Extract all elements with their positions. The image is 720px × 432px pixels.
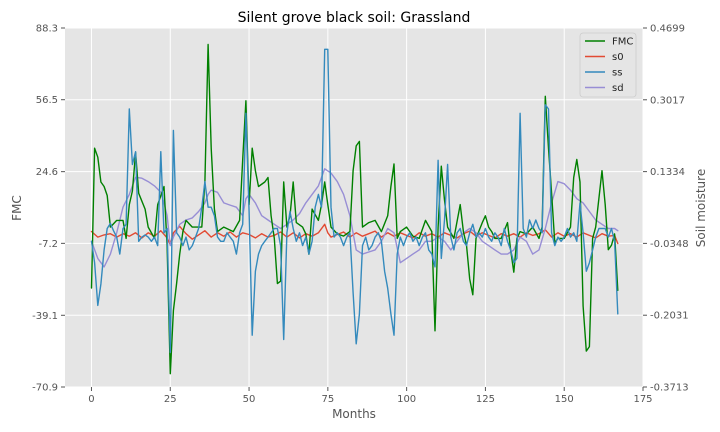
legend-label-fmc: FMC <box>612 37 633 48</box>
x-tick-label: 125 <box>476 394 495 405</box>
y-tick-label: -39.1 <box>32 311 58 322</box>
x-tick-label: 150 <box>555 394 574 405</box>
y-axis-left-title: FMC <box>10 195 24 221</box>
x-tick-label: 0 <box>88 394 94 405</box>
y-tick-label: -70.9 <box>32 383 58 394</box>
y-tick-label: 24.6 <box>36 167 58 178</box>
plot-area <box>65 28 643 387</box>
y-tick-label: -7.2 <box>38 239 58 250</box>
y2-tick-label: 0.4699 <box>650 24 685 35</box>
chart-title: Silent grove black soil: Grassland <box>238 10 471 26</box>
y-axis-right-title: Soil moisture <box>694 169 708 247</box>
x-tick-label: 50 <box>243 394 256 405</box>
y2-tick-label: -0.2031 <box>650 311 689 322</box>
y2-tick-label: -0.3713 <box>650 383 689 394</box>
legend-label-s0: s0 <box>612 52 624 63</box>
legend: FMC s0 ss sd <box>580 33 636 97</box>
y2-tick-label: 0.1334 <box>650 167 685 178</box>
x-tick-label: 100 <box>397 394 416 405</box>
y-tick-label: 56.5 <box>36 95 58 106</box>
legend-label-sd: sd <box>612 83 624 94</box>
y-tick-label: 88.3 <box>36 24 58 35</box>
legend-label-ss: ss <box>612 68 622 79</box>
x-axis-title: Months <box>332 407 376 421</box>
x-tick-label: 75 <box>321 394 334 405</box>
x-tick-label: 175 <box>633 394 652 405</box>
x-tick-label: 25 <box>164 394 177 405</box>
y2-tick-label: -0.0348 <box>650 239 689 250</box>
y2-tick-label: 0.3017 <box>650 95 685 106</box>
